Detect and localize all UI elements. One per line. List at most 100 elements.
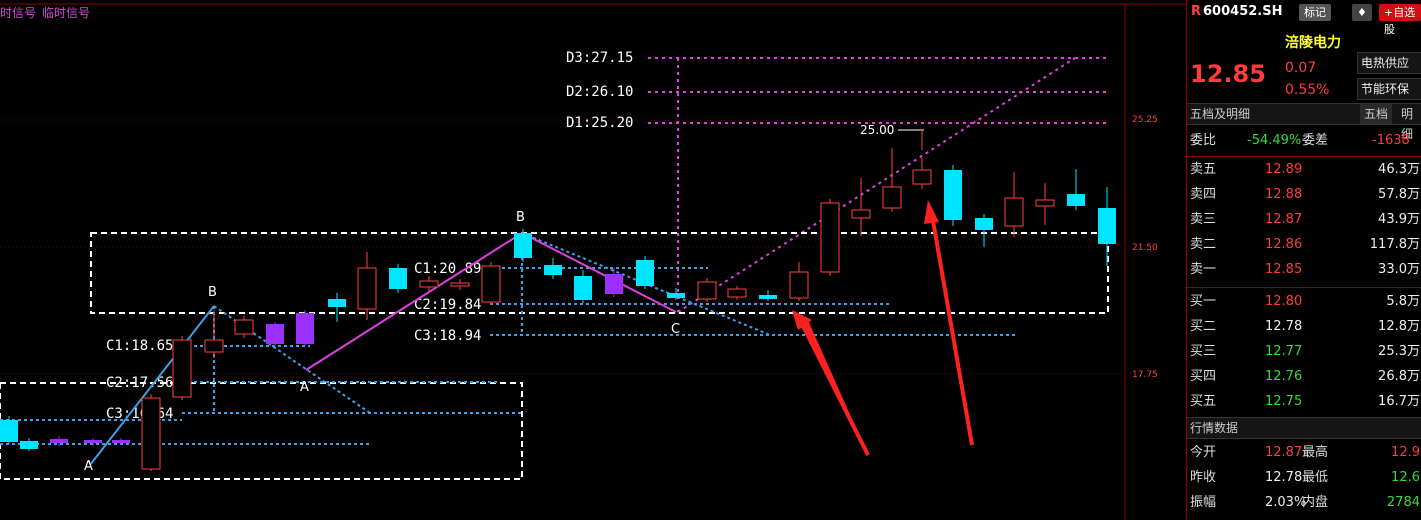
row-price: 12.86 (1265, 237, 1303, 252)
candle (296, 313, 314, 344)
order-book-header: 五档及明细 五档 明细 (1187, 103, 1421, 141)
candle (727, 288, 747, 298)
quote-cell: 最高 (1302, 445, 1329, 460)
candle (544, 265, 562, 275)
candle (141, 397, 161, 470)
candle (944, 170, 962, 220)
candle (204, 339, 224, 353)
quote-cell: 12.9 (1391, 445, 1420, 460)
quote-sidebar: R 600452.SH 标记 ♦ +自选股 涪陵电力 12.85 0.07 0.5… (1186, 0, 1421, 520)
consolidation-box-upper (90, 232, 1109, 314)
row-label: 卖二 (1190, 237, 1217, 252)
candle (419, 280, 439, 288)
axis-label-mid: 21.50 (1132, 243, 1158, 253)
ask-row[interactable]: 卖四 12.88 57.8万 (1187, 183, 1421, 207)
axis-label-top: 25.25 (1132, 115, 1158, 125)
signal-tab-temporary[interactable]: 临时信号 (42, 6, 91, 20)
chart-canvas: 25.25 21.50 17.75 D3:27.15 D2:26.10 D1:2… (0, 3, 1186, 520)
c2-mid: C2:19.84 (414, 297, 481, 313)
annotation-arrows (792, 200, 974, 456)
quote-data-header: 行情数据 (1187, 417, 1421, 439)
candle (1035, 199, 1055, 207)
sector-button-1[interactable]: 电热供应 (1357, 52, 1421, 74)
signal-tab-1[interactable]: 时信号 (0, 6, 37, 20)
quote-data-title: 行情数据 (1190, 421, 1239, 435)
stock-code: R 600452.SH (1191, 4, 1283, 19)
row-volume: 25.3万 (1378, 344, 1420, 359)
kline-chart[interactable]: 时信号 临时信号 25.25 21.50 17.75 D3:27.15 D2:2… (0, 0, 1186, 520)
candle (1067, 194, 1085, 206)
candle (234, 319, 254, 335)
row-price: 12.77 (1265, 344, 1303, 359)
candle (266, 324, 284, 344)
quote-cell: 今开 (1190, 445, 1217, 460)
row-price: 12.78 (1265, 319, 1303, 334)
bid-row[interactable]: 买四 12.76 26.8万 (1187, 365, 1421, 389)
candle (389, 268, 407, 289)
candle (172, 339, 192, 398)
row-label: 卖五 (1190, 162, 1217, 177)
row-price: 12.85 (1265, 262, 1303, 277)
wave-label-a1: A (84, 459, 93, 474)
wave-label-b1: B (208, 285, 217, 300)
candle (20, 441, 38, 449)
consolidation-box-lower (0, 382, 523, 480)
ask-row[interactable]: 卖五 12.89 46.3万 (1187, 158, 1421, 182)
quote-row: 振幅 2.03% 内盘 2784 (1187, 491, 1421, 515)
candlesticks (0, 148, 1116, 471)
candle (481, 265, 501, 303)
candle (50, 439, 68, 443)
candle (1004, 197, 1024, 227)
current-price: 12.85 (1190, 60, 1266, 88)
candle (882, 186, 902, 209)
row-volume: 5.8万 (1386, 294, 1420, 309)
bid-row[interactable]: 买二 12.78 12.8万 (1187, 315, 1421, 339)
wave-blue-ab (89, 305, 215, 466)
quote-cell: 12.87 (1265, 445, 1303, 460)
c2-left: C2:17.56 (106, 375, 173, 391)
bid-row[interactable]: 买三 12.77 25.3万 (1187, 340, 1421, 364)
c1-left: C1:18.65 (106, 338, 173, 354)
tab-five-levels[interactable]: 五档 (1360, 104, 1393, 124)
candle (667, 293, 685, 298)
add-watchlist-button[interactable]: +自选股 (1379, 4, 1421, 36)
wei-bi-row: 委比 -54.49% 委差 -1638 (1190, 133, 1410, 148)
bell-icon[interactable]: ♦ (1352, 4, 1372, 21)
axis-label-bottom: 17.75 (1132, 370, 1158, 380)
row-price: 12.89 (1265, 162, 1303, 177)
level-d1: D1:25.20 (566, 115, 633, 131)
candle (357, 267, 377, 310)
candle (636, 260, 654, 286)
quote-cell: 2784 (1386, 495, 1420, 510)
row-label: 买三 (1190, 344, 1217, 359)
candle (789, 271, 809, 299)
row-volume: 46.3万 (1378, 162, 1420, 177)
candle (0, 420, 18, 442)
ask-row[interactable]: 卖一 12.85 33.0万 (1187, 258, 1421, 282)
quote-cell: 最低 (1302, 470, 1329, 485)
sector-button-2[interactable]: 节能环保 (1357, 78, 1421, 100)
row-label: 买二 (1190, 319, 1217, 334)
candle (450, 282, 470, 287)
candle (820, 202, 840, 273)
wave-label-b2: B (516, 210, 525, 225)
candle (112, 440, 130, 443)
row-price: 12.75 (1265, 394, 1303, 409)
tag-button[interactable]: 标记 (1299, 4, 1331, 21)
bid-row[interactable]: 买一 12.80 5.8万 (1187, 290, 1421, 314)
tab-detail[interactable]: 明细 (1401, 107, 1414, 141)
stock-name: 涪陵电力 (1285, 35, 1341, 51)
candle (975, 218, 993, 230)
bid-row[interactable]: 买五 12.75 16.7万 (1187, 390, 1421, 414)
candle (514, 233, 532, 258)
row-label: 卖三 (1190, 212, 1217, 227)
row-label: 买一 (1190, 294, 1217, 309)
candle (759, 295, 777, 299)
level-d3: D3:27.15 (566, 50, 633, 66)
ask-row[interactable]: 卖二 12.86 117.8万 (1187, 233, 1421, 257)
row-price: 12.80 (1265, 294, 1303, 309)
row-volume: 16.7万 (1378, 394, 1420, 409)
row-volume: 12.8万 (1378, 319, 1420, 334)
candle (605, 274, 623, 294)
ask-row[interactable]: 卖三 12.87 43.9万 (1187, 208, 1421, 232)
